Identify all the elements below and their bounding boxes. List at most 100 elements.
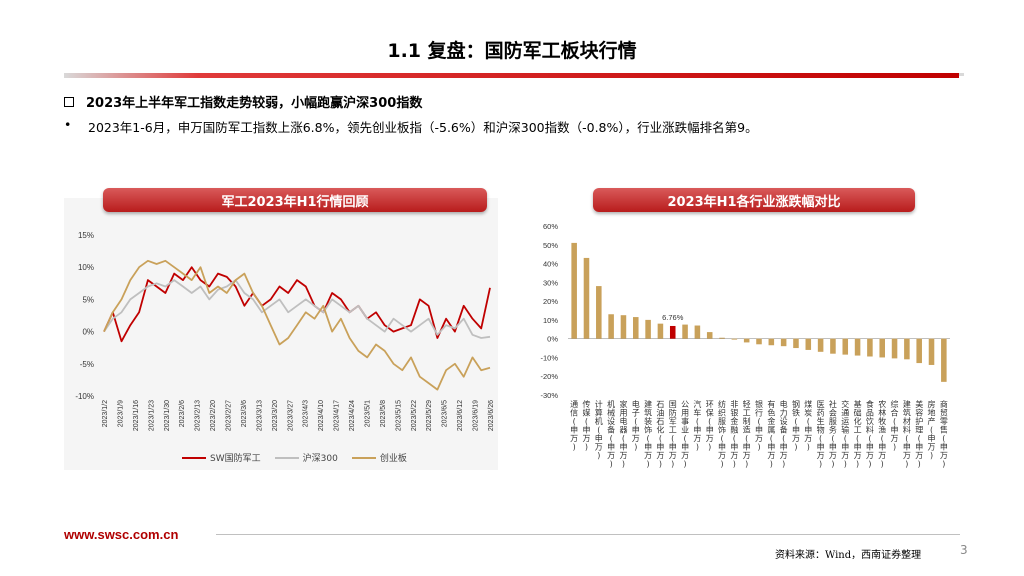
category-label: 环保(申万) <box>706 400 714 452</box>
category-label-char: ) <box>770 460 773 469</box>
category-label-char: 饰 <box>718 425 726 435</box>
category-label-char: 申 <box>743 442 751 452</box>
category-label-char: 合 <box>891 408 899 418</box>
category-label-char: 万 <box>693 434 701 443</box>
category-label-char: 申 <box>595 433 603 443</box>
category-label-char: 万 <box>767 451 775 460</box>
category-label-char: ( <box>634 417 637 426</box>
bar <box>694 325 701 339</box>
category-label-char: 计 <box>595 399 603 409</box>
legend-swatch-hs300 <box>274 456 299 459</box>
category-label-char: 万 <box>570 434 578 443</box>
bar <box>669 325 676 339</box>
x-tick-label: 2023/1/30 <box>164 400 171 431</box>
x-tick-label: 2023/3/13 <box>256 400 263 431</box>
category-label-char: ) <box>782 460 785 469</box>
category-label-char: ) <box>733 460 736 469</box>
category-label-char: 装 <box>644 416 652 426</box>
category-label: 商贸零售(申万) <box>940 399 948 469</box>
category-label-char: 石 <box>656 400 664 409</box>
category-label-char: 申 <box>706 425 714 435</box>
category-label-char: ( <box>942 434 945 443</box>
category-label-char: 申 <box>804 425 812 435</box>
bar <box>842 338 849 355</box>
category-label-char: ( <box>856 434 859 443</box>
category-label-char: 设 <box>607 416 615 426</box>
category-label: 食品饮料(申万) <box>866 399 874 469</box>
category-label-char: 钢 <box>792 399 800 409</box>
category-label-char: 万 <box>743 451 751 460</box>
category-label-char: 工 <box>743 409 751 418</box>
category-label-char: ) <box>844 460 847 469</box>
y-tick-label: 10% <box>78 263 94 272</box>
legend-label-cyb: 创业板 <box>379 454 407 464</box>
category-label-char: 万 <box>817 451 825 460</box>
legend-item-sw: SW国防军工 <box>182 451 261 464</box>
x-tick-label: 2023/2/6 <box>179 400 186 427</box>
category-label-char: 申 <box>940 442 948 452</box>
category-label-char: 铁 <box>792 408 800 418</box>
x-tick-label: 2023/5/22 <box>411 400 418 431</box>
square-bullet-icon <box>64 96 74 107</box>
category-label-char: 万 <box>928 443 936 452</box>
category-label-char: 申 <box>570 425 578 435</box>
category-label-char: ( <box>831 434 834 443</box>
category-label-char: 农 <box>878 399 886 409</box>
category-label-char: 造 <box>743 425 751 435</box>
category-label-char: 万 <box>656 451 664 460</box>
category-label-char: 申 <box>669 442 677 452</box>
category-label: 基础化工(申万) <box>854 399 862 469</box>
category-label-char: ( <box>930 426 933 435</box>
series-line-2 <box>103 259 491 391</box>
category-label: 机械设备(申万) <box>607 399 615 469</box>
category-label-char: 万 <box>854 451 862 460</box>
legend-swatch-sw <box>182 456 206 459</box>
category-label-char: ) <box>634 443 637 452</box>
category-label-char: 服 <box>718 417 726 426</box>
category-label-char: 贸 <box>940 408 948 418</box>
bar <box>891 338 898 359</box>
bar <box>645 319 651 339</box>
category-label-char: 行 <box>755 408 763 418</box>
left-chart-background <box>64 198 498 470</box>
category-label: 建筑装饰(申万) <box>644 399 652 469</box>
y-tick-label: 10% <box>543 316 558 325</box>
category-label-char: 万 <box>595 443 603 452</box>
bar <box>941 338 947 382</box>
category-label-char: 信 <box>570 408 578 418</box>
category-label-char: 炭 <box>804 409 812 418</box>
category-label-char: 申 <box>866 442 874 452</box>
category-label-char: 务 <box>829 425 837 435</box>
category-label-char: 产 <box>928 416 936 426</box>
category-label-char: 公 <box>681 400 689 409</box>
category-label-char: 化 <box>854 416 862 426</box>
legend-item-cyb: 创业板 <box>351 451 407 464</box>
category-label-char: 申 <box>792 425 800 435</box>
category-label-char: 器 <box>619 426 627 435</box>
category-label-char: 万 <box>891 434 899 443</box>
line-chart-legend: SW国防军工 沪深300 创业板 <box>182 451 407 464</box>
category-label-char: ( <box>905 434 908 443</box>
legend-swatch-cyb <box>351 456 376 459</box>
category-label-char: 银 <box>730 408 738 418</box>
category-label-char: 药 <box>817 408 825 418</box>
category-label-char: 申 <box>841 442 849 452</box>
bar <box>854 338 861 356</box>
category-label-char: 万 <box>780 451 788 460</box>
category-label-char: 渔 <box>878 425 886 435</box>
category-label-char: 料 <box>903 425 911 435</box>
bar <box>817 338 824 352</box>
category-label-char: 万 <box>632 434 640 443</box>
category-label-char: ( <box>647 434 650 443</box>
x-tick-label: 2023/5/15 <box>395 400 402 431</box>
y-tick-label: 60% <box>543 222 558 231</box>
category-label-char: 饰 <box>644 425 652 435</box>
category-label-char: ( <box>720 434 723 443</box>
footer-url[interactable]: www.swsc.com.cn <box>64 527 179 542</box>
page-title: 1.1 复盘：国防军工板块行情 <box>387 40 637 62</box>
category-label-char: 电 <box>619 416 627 426</box>
category-label-char: 石 <box>656 417 664 426</box>
category-label-char: ) <box>807 443 810 452</box>
category-label: 汽车(申万) <box>693 399 701 452</box>
category-label: 有色金属(申万) <box>767 399 775 469</box>
